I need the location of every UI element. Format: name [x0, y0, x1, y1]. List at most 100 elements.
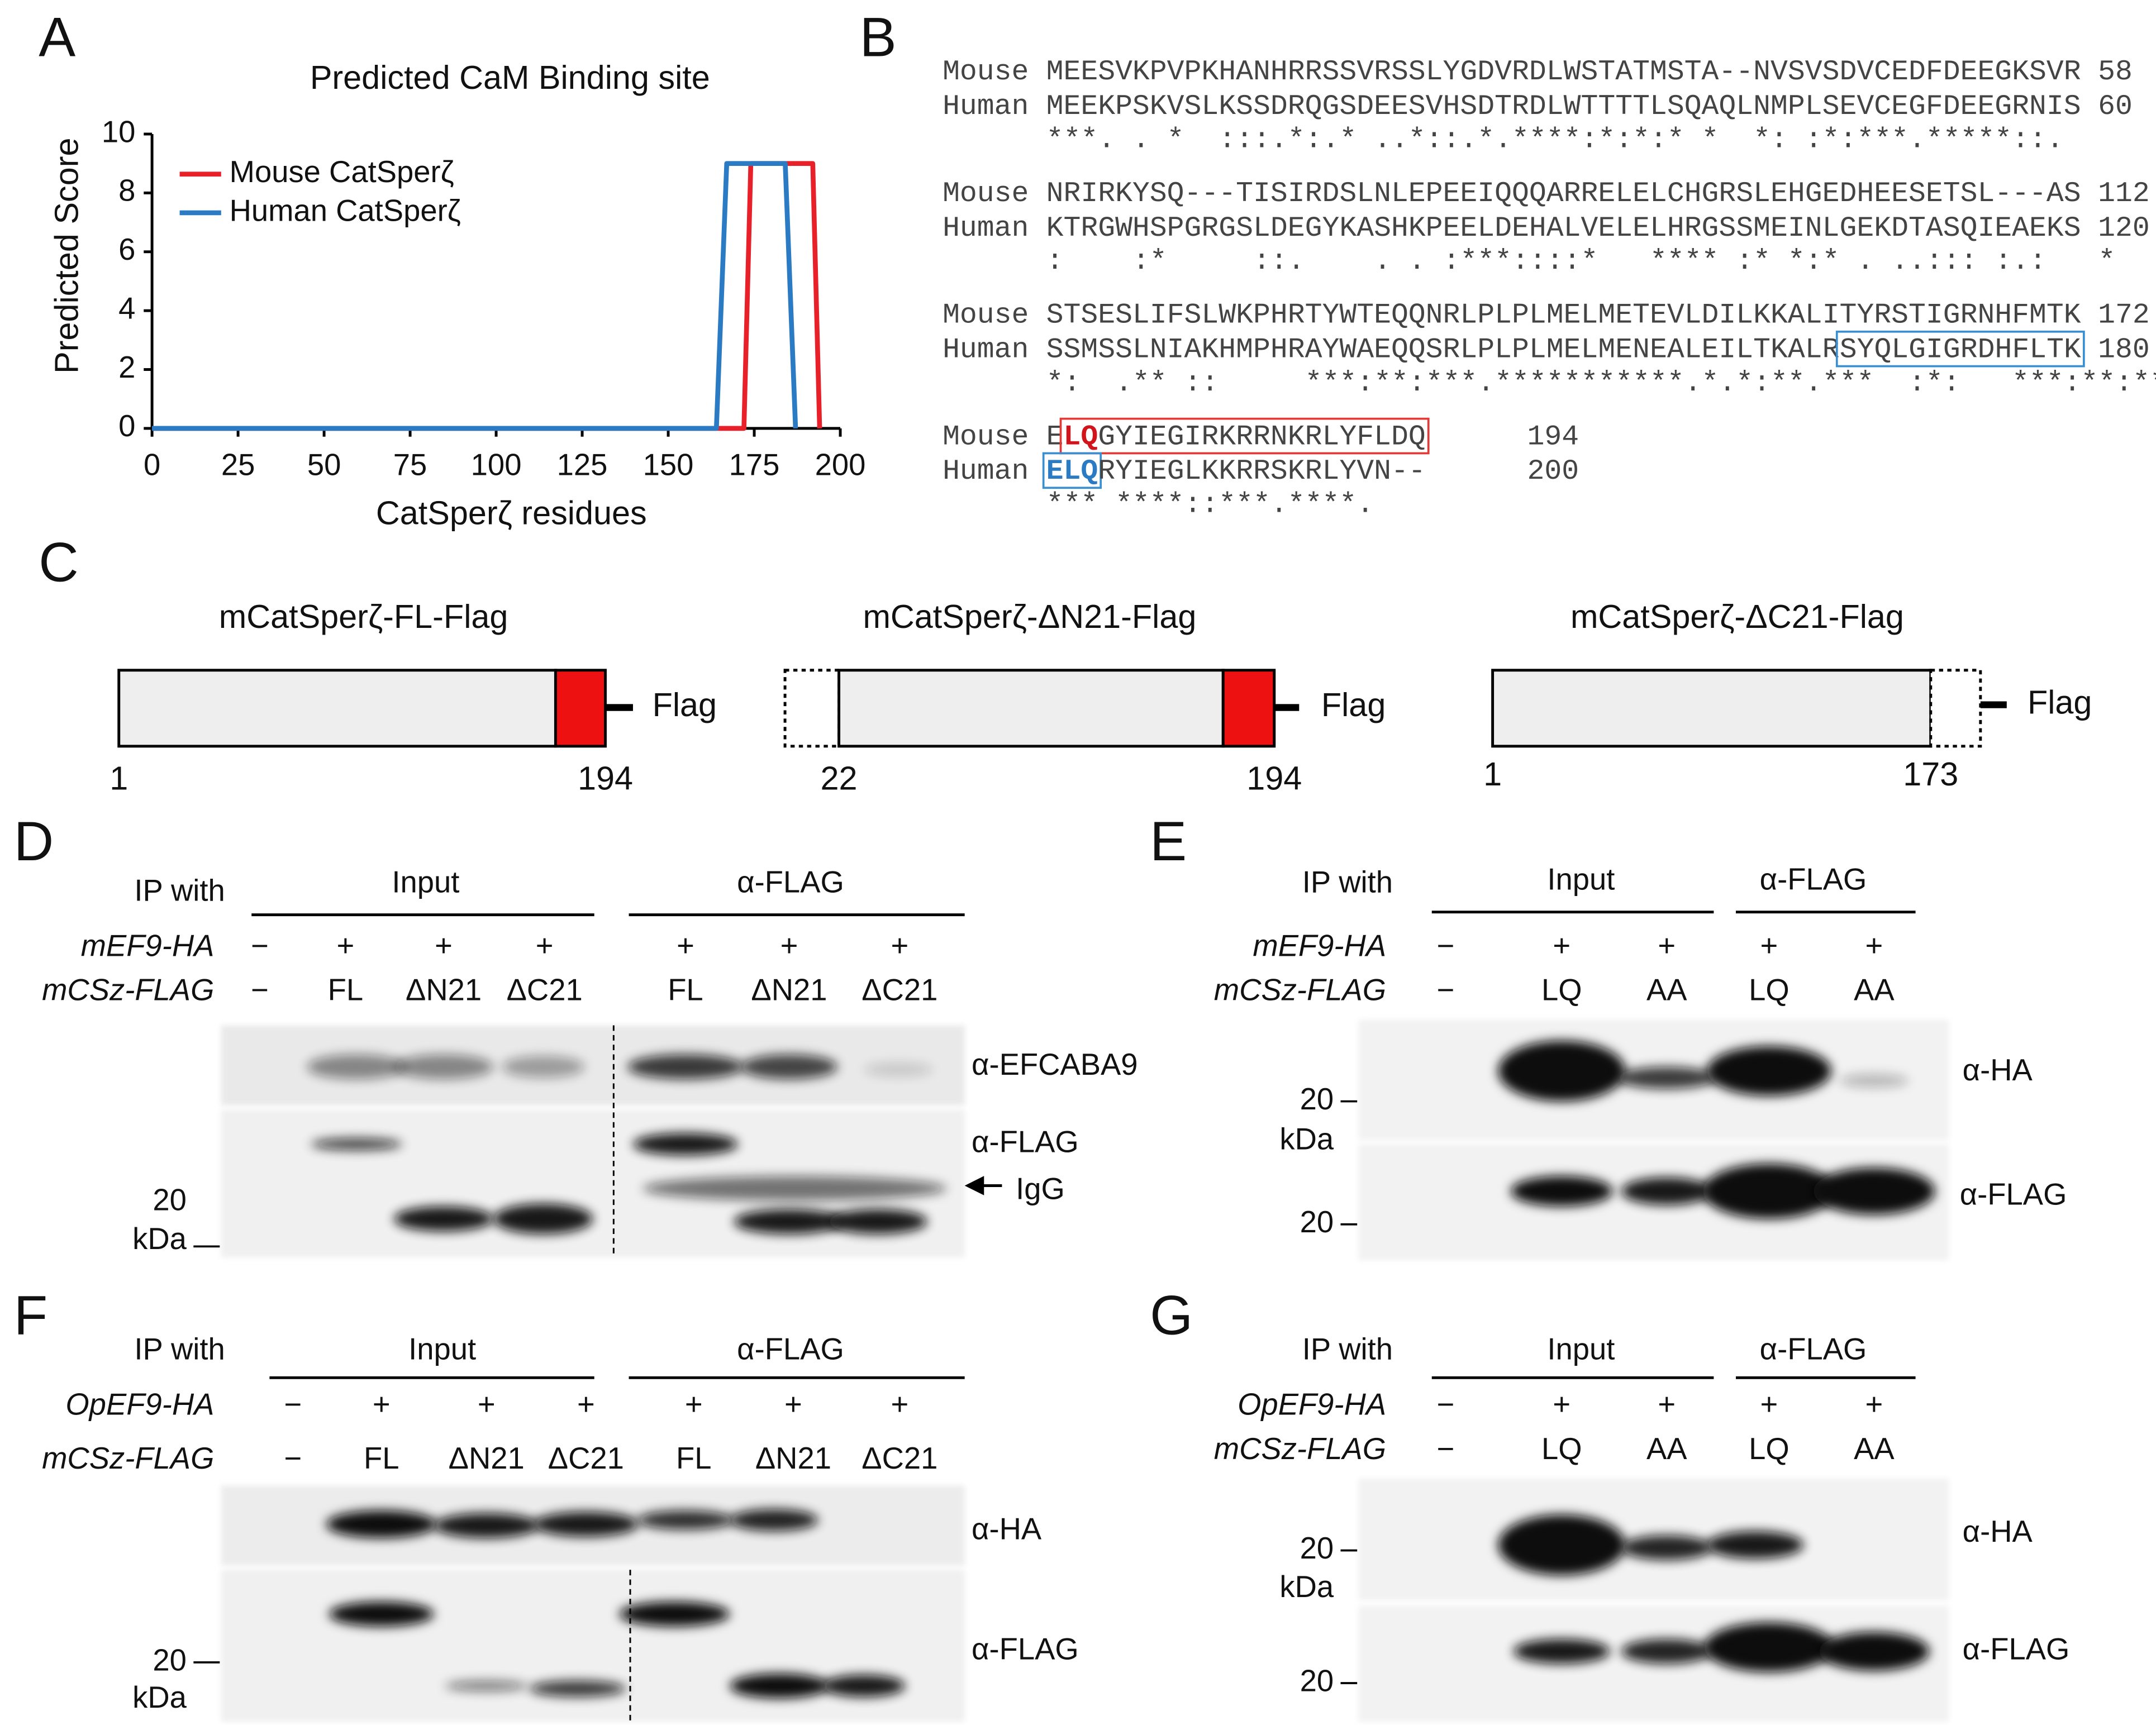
- ip-label: IP with: [134, 1332, 225, 1366]
- construct-title: mCatSperζ-FL-Flag: [219, 598, 508, 635]
- marker-unit: kDa: [1279, 1570, 1334, 1604]
- y-tick-label: 2: [118, 350, 135, 384]
- end-residue: 173: [1903, 755, 1958, 793]
- protein-band: [627, 1054, 744, 1080]
- flag-label: Flag: [1321, 686, 1386, 723]
- lane-label: +: [1865, 1388, 1883, 1422]
- lane-label: ΔN21: [755, 1441, 831, 1475]
- protein-band: [1621, 1638, 1712, 1664]
- lane-label: AA: [1646, 973, 1687, 1007]
- chart-title: Predicted CaM Binding site: [310, 59, 710, 96]
- marker-unit: kDa: [132, 1222, 187, 1256]
- protein-band: [533, 1512, 639, 1537]
- protein-band: [740, 1054, 838, 1080]
- lane-label: −: [1437, 1388, 1455, 1422]
- residue-number: 120: [2098, 212, 2150, 245]
- y-tick-label: 10: [102, 115, 136, 149]
- lane-label: FL: [668, 973, 703, 1007]
- lane-label: ΔN21: [406, 973, 482, 1007]
- sequence-box: [1042, 452, 1102, 489]
- sequence-box: [1835, 330, 2085, 368]
- group-label: α-FLAG: [1760, 862, 1867, 897]
- x-tick-label: 0: [144, 448, 160, 482]
- sequence: ELQ: [1046, 455, 1098, 488]
- y-tick-label: 0: [118, 409, 135, 443]
- protein-body: [117, 669, 557, 748]
- construct-title: mCatSperζ-ΔC21-Flag: [1570, 598, 1904, 635]
- panel-label: F: [14, 1284, 47, 1346]
- marker-unit: kDa: [1279, 1122, 1334, 1156]
- lane-label: +: [1760, 928, 1778, 962]
- group-label: Input: [392, 865, 459, 899]
- panel-label: C: [39, 531, 78, 593]
- protein-band: [445, 1680, 528, 1691]
- lane-label: +: [685, 1388, 703, 1422]
- antibody-label: α-HA: [972, 1512, 1042, 1546]
- x-tick-label: 125: [557, 448, 608, 482]
- x-tick-label: 150: [643, 448, 694, 482]
- residue-number: 58: [2098, 56, 2133, 88]
- protein-band: [1513, 1638, 1610, 1664]
- x-tick-label: 50: [307, 448, 341, 482]
- sequence: LQ: [1063, 421, 1098, 453]
- ip-label: IP with: [1302, 865, 1393, 899]
- group-label: α-FLAG: [737, 865, 844, 899]
- ip-label: IP with: [134, 873, 225, 907]
- species-name: Human: [943, 333, 1029, 366]
- protein-band: [1813, 1168, 1935, 1215]
- legend-label: Human CatSperζ: [230, 193, 461, 227]
- row-label: mEF9-HA: [81, 928, 215, 962]
- protein-band: [307, 1054, 407, 1080]
- cam-binding-region: [1221, 669, 1276, 748]
- antibody-label: α-HA: [1963, 1053, 2033, 1087]
- lane-label: +: [891, 1388, 908, 1422]
- annotation-label: IgG: [1016, 1172, 1065, 1206]
- protein-band: [642, 1176, 947, 1201]
- y-tick-label: 6: [118, 232, 135, 266]
- consensus: ***. . * :::.*:.* ..*::.*.****:*:*:* * *…: [1046, 123, 2064, 156]
- protein-band: [1510, 1176, 1613, 1207]
- lane-label: AA: [1646, 1432, 1687, 1466]
- marker-unit: kDa: [132, 1680, 187, 1714]
- lane-label: +: [891, 928, 908, 962]
- marker-value: 20: [153, 1183, 187, 1217]
- antibody-label: α-FLAG: [1963, 1632, 2070, 1666]
- protein-band: [1498, 1514, 1626, 1576]
- y-axis-label: Predicted Score: [47, 138, 85, 374]
- protein-band: [329, 1602, 434, 1627]
- sequence: GYIEGIRKRRNKRLYFLDQ: [1098, 421, 1425, 453]
- consensus: *: .** :: ***:**:***.***********.*.*:**.…: [1046, 367, 2156, 399]
- cam-binding-region: [554, 669, 607, 748]
- lane-label: +: [337, 928, 355, 962]
- species-name: Human: [943, 212, 1029, 245]
- lane-label: ΔC21: [507, 973, 583, 1007]
- y-tick-label: 8: [118, 174, 135, 208]
- flag-label: Flag: [2028, 683, 2092, 721]
- group-label: α-FLAG: [1760, 1332, 1867, 1366]
- x-tick-label: 75: [393, 448, 427, 482]
- protein-band: [637, 1510, 734, 1530]
- protein-band: [864, 1062, 933, 1077]
- sequence-box: [1059, 417, 1430, 455]
- lane-label: +: [373, 1388, 391, 1422]
- residue-number: 194: [1527, 421, 1579, 453]
- lane-label: FL: [328, 973, 364, 1007]
- protein-band: [1621, 1177, 1712, 1205]
- consensus: *** ****::***.****.: [1046, 489, 1374, 521]
- panel-label: G: [1150, 1284, 1193, 1346]
- protein-band: [734, 1209, 845, 1235]
- lane-label: −: [1437, 973, 1455, 1007]
- antibody-label: α-HA: [1963, 1514, 2033, 1548]
- row-label: mEF9-HA: [1253, 928, 1386, 962]
- lane-label: +: [577, 1388, 595, 1422]
- lane-label: +: [478, 1388, 496, 1422]
- lane-label: +: [780, 928, 798, 962]
- lane-label: +: [536, 928, 554, 962]
- lane-label: +: [677, 928, 694, 962]
- species-name: Mouse: [943, 56, 1029, 88]
- panel-label: B: [860, 6, 897, 68]
- ip-label: IP with: [1302, 1332, 1393, 1366]
- protein-band: [1617, 1066, 1717, 1089]
- lane-label: FL: [676, 1441, 712, 1475]
